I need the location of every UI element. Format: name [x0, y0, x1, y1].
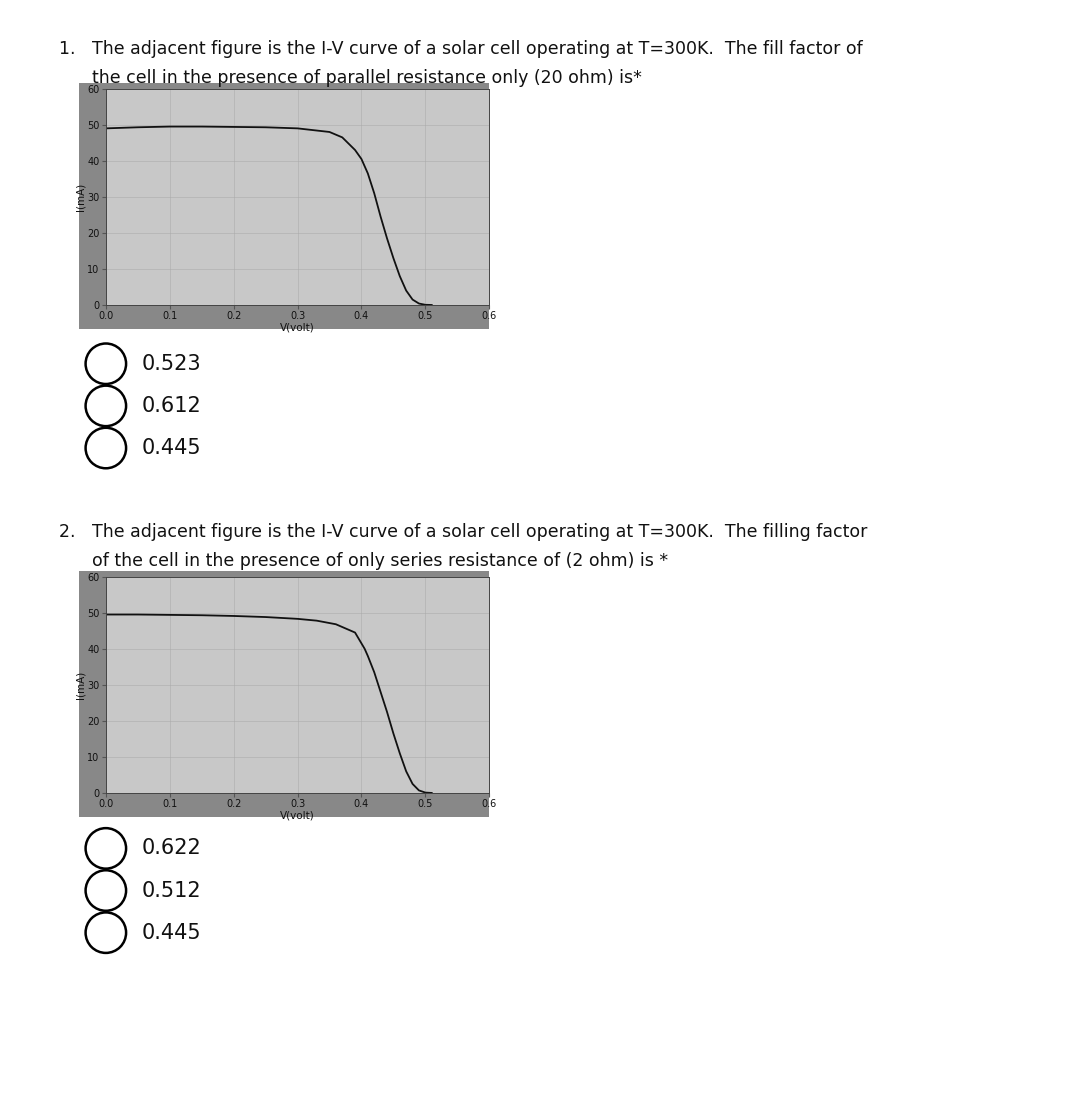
Y-axis label: I(mA): I(mA): [76, 183, 85, 211]
Circle shape: [85, 428, 126, 468]
Text: 0.512: 0.512: [141, 881, 201, 901]
Circle shape: [85, 344, 126, 384]
X-axis label: V(volt): V(volt): [280, 811, 315, 821]
Text: 0.445: 0.445: [141, 438, 201, 458]
X-axis label: V(volt): V(volt): [280, 323, 315, 333]
Text: of the cell in the presence of only series resistance of (2 ohm) is *: of the cell in the presence of only seri…: [59, 552, 669, 570]
Text: 0.612: 0.612: [141, 396, 201, 416]
Text: 1.   The adjacent figure is the I-V curve of a solar cell operating at T=300K.  : 1. The adjacent figure is the I-V curve …: [59, 40, 863, 58]
Circle shape: [85, 871, 126, 910]
Circle shape: [85, 913, 126, 953]
Text: 0.523: 0.523: [141, 354, 201, 374]
Text: the cell in the presence of parallel resistance only (20 ohm) is*: the cell in the presence of parallel res…: [59, 69, 643, 87]
Text: 0.445: 0.445: [141, 923, 201, 943]
Circle shape: [85, 386, 126, 426]
Text: 0.622: 0.622: [141, 838, 201, 858]
Text: 2.   The adjacent figure is the I-V curve of a solar cell operating at T=300K.  : 2. The adjacent figure is the I-V curve …: [59, 523, 867, 541]
Y-axis label: I(mA): I(mA): [76, 671, 85, 699]
Circle shape: [85, 828, 126, 868]
